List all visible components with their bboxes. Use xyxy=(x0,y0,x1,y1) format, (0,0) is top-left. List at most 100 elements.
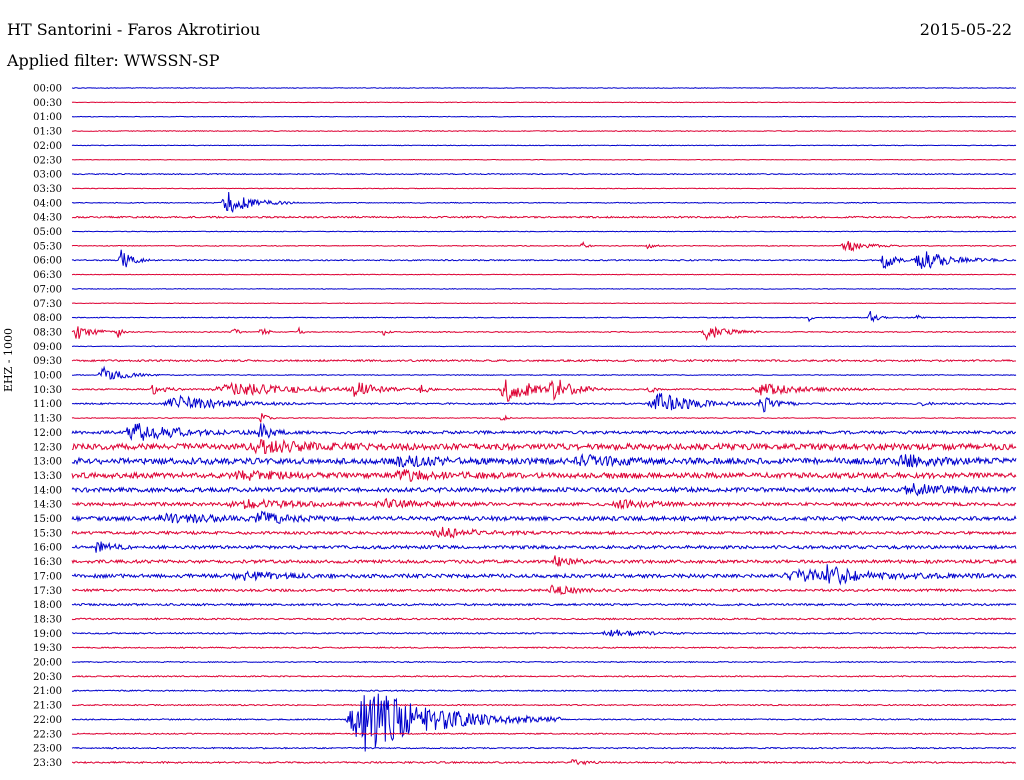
seismogram-trace xyxy=(71,541,1017,553)
seismogram-trace xyxy=(71,675,1017,678)
time-tick-label: 20:00 xyxy=(33,658,62,669)
time-tick-label: 08:30 xyxy=(33,327,62,338)
date-label: 2015-05-22 xyxy=(919,20,1012,39)
seismogram-trace xyxy=(71,288,1017,290)
seismogram-trace xyxy=(71,693,1017,752)
time-tick-label: 21:00 xyxy=(33,686,62,697)
seismogram-trace xyxy=(71,602,1017,607)
time-tick-label: 11:00 xyxy=(33,399,62,410)
time-tick-label: 23:30 xyxy=(33,758,62,769)
time-tick-label: 14:30 xyxy=(33,500,62,511)
time-tick-label: 07:30 xyxy=(33,299,62,310)
seismogram-trace xyxy=(71,564,1017,586)
time-tick-label: 06:30 xyxy=(33,270,62,281)
time-tick-label: 10:30 xyxy=(33,385,62,396)
seismogram-trace xyxy=(71,191,1016,214)
seismogram-trace xyxy=(71,144,1017,147)
seismogram-trace xyxy=(71,87,1017,89)
seismogram-trace xyxy=(71,379,1017,403)
filter-label: Applied filter: WWSSN-SP xyxy=(7,51,220,70)
seismogram-trace xyxy=(72,187,1017,190)
time-tick-label: 22:30 xyxy=(33,729,62,740)
seismogram-trace xyxy=(71,413,1017,423)
seismogram-trace xyxy=(72,230,1017,233)
seismogram-trace xyxy=(71,629,1016,638)
time-tick-label: 17:30 xyxy=(33,586,62,597)
time-tick-label: 01:00 xyxy=(33,112,62,123)
station-title: HT Santorini - Faros Akrotiriou xyxy=(7,20,261,39)
time-tick-label: 18:00 xyxy=(33,600,62,611)
time-tick-label: 17:00 xyxy=(33,571,62,582)
time-tick-label: 13:30 xyxy=(33,471,62,482)
seismogram-trace xyxy=(71,759,1017,766)
seismogram-trace xyxy=(71,483,1016,497)
time-tick-label: 19:30 xyxy=(33,643,62,654)
seismogram-trace xyxy=(71,646,1017,649)
seismogram-trace xyxy=(71,130,1017,133)
seismogram-trace xyxy=(71,358,1016,363)
seismogram-trace xyxy=(71,660,1016,664)
time-tick-label: 21:30 xyxy=(33,701,62,712)
seismogram-trace xyxy=(71,453,1017,469)
time-tick-label: 16:30 xyxy=(33,557,62,568)
time-tick-label: 03:30 xyxy=(33,184,62,195)
seismogram-trace xyxy=(71,158,1016,161)
seismogram-trace xyxy=(71,115,1017,118)
time-tick-label: 00:30 xyxy=(33,98,62,109)
time-tick-label: 13:00 xyxy=(33,457,62,468)
time-tick-label: 11:30 xyxy=(33,414,62,425)
seismogram-trace xyxy=(71,273,1017,276)
seismogram-trace xyxy=(71,510,1017,524)
time-tick-label: 05:00 xyxy=(33,227,62,238)
time-tick-label: 04:00 xyxy=(33,198,62,209)
time-tick-label: 20:30 xyxy=(33,672,62,683)
time-tick-label: 14:00 xyxy=(33,485,62,496)
seismogram-trace xyxy=(71,732,1017,736)
seismogram-trace xyxy=(71,422,1016,441)
time-tick-label: 19:00 xyxy=(33,629,62,640)
time-tick-label: 05:30 xyxy=(33,241,62,252)
seismogram-trace xyxy=(71,101,1017,104)
seismogram-trace xyxy=(71,249,1017,270)
time-tick-label: 01:30 xyxy=(33,127,62,138)
seismogram-trace xyxy=(71,617,1017,621)
time-tick-label: 23:00 xyxy=(33,744,62,755)
seismogram-trace xyxy=(71,555,1017,567)
time-tick-label: 09:00 xyxy=(33,342,62,353)
time-tick-label: 16:00 xyxy=(33,543,62,554)
time-tick-label: 09:30 xyxy=(33,356,62,367)
time-tick-label: 00:00 xyxy=(33,84,62,95)
seismogram-trace xyxy=(72,365,1017,380)
seismogram-trace xyxy=(71,703,1017,707)
time-tick-label: 18:30 xyxy=(33,614,62,625)
seismogram-trace xyxy=(71,746,1017,750)
seismogram-trace xyxy=(71,325,1017,342)
seismogram-trace xyxy=(71,497,1017,510)
seismogram-trace xyxy=(71,689,1017,693)
seismogram-trace xyxy=(71,311,1017,323)
time-tick-label: 12:30 xyxy=(33,442,62,453)
time-tick-label: 22:00 xyxy=(33,715,62,726)
seismogram-trace xyxy=(71,215,1017,219)
time-tick-label: 07:00 xyxy=(33,284,62,295)
time-tick-label: 04:30 xyxy=(33,213,62,224)
seismogram-trace xyxy=(71,240,1017,252)
seismogram-trace xyxy=(71,302,1017,305)
seismogram-trace xyxy=(71,172,1016,176)
time-tick-label: 15:30 xyxy=(33,528,62,539)
seismogram-trace xyxy=(71,468,1017,482)
time-tick-label: 08:00 xyxy=(33,313,62,324)
seismogram-trace xyxy=(71,438,1017,455)
time-tick-label: 15:00 xyxy=(33,514,62,525)
time-tick-label: 12:00 xyxy=(33,428,62,439)
seismogram-trace xyxy=(72,345,1017,348)
time-tick-label: 02:30 xyxy=(33,155,62,166)
seismogram-trace xyxy=(71,584,1017,596)
time-tick-label: 06:00 xyxy=(33,256,62,267)
time-tick-label: 10:00 xyxy=(33,371,62,382)
seismogram-trace xyxy=(71,392,1017,413)
time-tick-label: 02:00 xyxy=(33,141,62,152)
seismogram-trace xyxy=(71,526,1017,539)
time-tick-label: 03:00 xyxy=(33,170,62,181)
